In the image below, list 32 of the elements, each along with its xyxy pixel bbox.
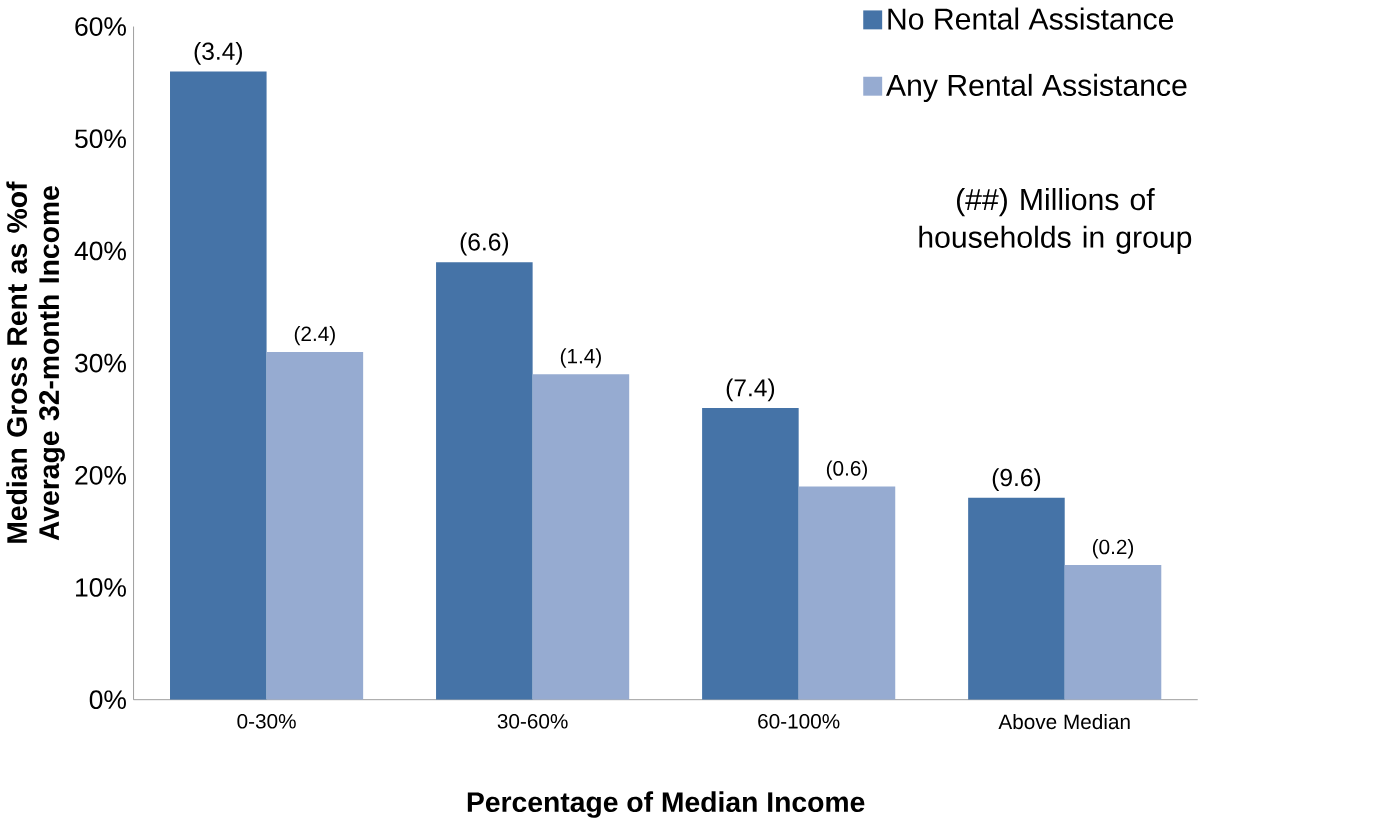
annotation: (1.4) bbox=[560, 348, 601, 368]
bar bbox=[702, 408, 799, 700]
x-tick-label: Above Median bbox=[998, 713, 1130, 730]
bar bbox=[266, 351, 364, 700]
y-axis-title: Median Gross Rent as %of Average 32-month Income bbox=[6, 181, 65, 543]
bar bbox=[170, 71, 267, 700]
bar bbox=[968, 497, 1065, 700]
bar bbox=[532, 374, 630, 700]
y-tick-label: 60% bbox=[75, 17, 126, 36]
y-tick-label: 40% bbox=[74, 241, 126, 261]
y-tick-label: 50% bbox=[75, 129, 126, 149]
bar bbox=[1064, 565, 1162, 700]
x-tick-label: 0-30% bbox=[237, 714, 296, 729]
legend-label: No Rental Assistance bbox=[888, 7, 1174, 30]
y-tick-label: 30% bbox=[75, 353, 126, 373]
annotation: (0.6) bbox=[826, 460, 867, 480]
y-tick-label: 0% bbox=[89, 690, 126, 710]
bar bbox=[798, 486, 896, 700]
legend-label: Any Rental Assistance bbox=[886, 73, 1187, 103]
annotation: (0.2) bbox=[1092, 539, 1134, 559]
x-axis-title: Percentage of Median Income bbox=[467, 791, 865, 818]
y-tick-label: 20% bbox=[75, 465, 126, 485]
annotation: (##) Millions of households in group bbox=[919, 188, 1192, 254]
x-tick-label: 30-60% bbox=[497, 714, 568, 729]
annotation: (6.6) bbox=[460, 232, 509, 256]
x-tick-label: 60-100% bbox=[758, 714, 840, 729]
annotation: (7.4) bbox=[726, 378, 775, 402]
annotation: (3.4) bbox=[194, 41, 242, 65]
y-tick-label: 10% bbox=[76, 578, 126, 597]
bar bbox=[436, 262, 533, 700]
annotation: (2.4) bbox=[294, 325, 335, 346]
annotation: (9.6) bbox=[992, 468, 1041, 492]
